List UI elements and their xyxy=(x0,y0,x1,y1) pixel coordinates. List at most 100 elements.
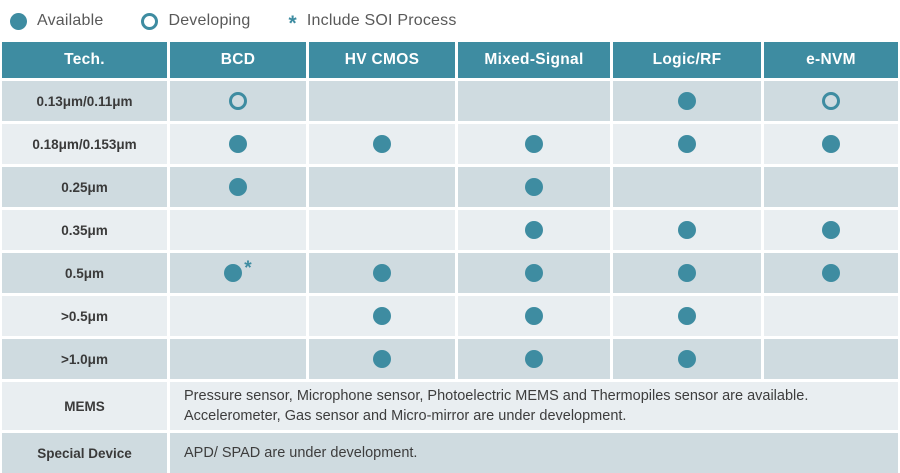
status-cell xyxy=(613,210,761,250)
status-cell xyxy=(309,81,455,121)
status-developing xyxy=(229,92,247,110)
status-cell xyxy=(764,210,898,250)
status-available xyxy=(373,264,391,282)
status-cell xyxy=(309,167,455,207)
status-cell xyxy=(309,124,455,164)
status-cell xyxy=(309,210,455,250)
status-available xyxy=(678,307,696,325)
status-cell xyxy=(764,167,898,207)
status-cell xyxy=(613,167,761,207)
available-dot-icon xyxy=(822,135,840,153)
column-header-4: Logic/RF xyxy=(613,42,761,78)
status-cell xyxy=(309,253,455,293)
status-cell xyxy=(764,124,898,164)
row-label: 0.5μm xyxy=(2,253,167,293)
column-header-1: BCD xyxy=(170,42,306,78)
status-cell xyxy=(170,339,306,379)
status-cell xyxy=(613,81,761,121)
available-dot-icon xyxy=(10,12,27,30)
status-available xyxy=(525,307,543,325)
legend-item-developing: Developing xyxy=(141,12,250,30)
column-header-2: HV CMOS xyxy=(309,42,455,78)
status-available xyxy=(373,350,391,368)
row-label: MEMS xyxy=(2,382,167,430)
available-dot-icon xyxy=(525,178,543,196)
available-dot-icon xyxy=(229,135,247,153)
column-header-5: e-NVM xyxy=(764,42,898,78)
available-dot-icon xyxy=(678,135,696,153)
status-developing xyxy=(822,92,840,110)
available-dot-icon xyxy=(822,221,840,239)
status-cell: * xyxy=(170,253,306,293)
row-label: 0.35μm xyxy=(2,210,167,250)
row-label: >0.5μm xyxy=(2,296,167,336)
status-available xyxy=(229,135,247,153)
status-cell xyxy=(613,124,761,164)
description-line: Pressure sensor, Microphone sensor, Phot… xyxy=(184,388,809,404)
status-cell xyxy=(458,253,610,293)
description-line: APD/ SPAD are under development. xyxy=(184,445,418,461)
available-dot-icon xyxy=(229,178,247,196)
available-dot-icon xyxy=(525,350,543,368)
available-dot-icon xyxy=(678,221,696,239)
row-label: 0.13μm/0.11μm xyxy=(2,81,167,121)
status-cell xyxy=(170,124,306,164)
status-cell xyxy=(764,253,898,293)
status-available xyxy=(525,178,543,196)
row-label: 0.18μm/0.153μm xyxy=(2,124,167,164)
status-available xyxy=(229,178,247,196)
status-cell xyxy=(458,124,610,164)
column-header-0: Tech. xyxy=(2,42,167,78)
status-cell xyxy=(764,339,898,379)
status-cell xyxy=(764,81,898,121)
status-cell xyxy=(170,210,306,250)
available-dot-icon xyxy=(373,264,391,282)
legend-available-label: Available xyxy=(37,12,104,29)
description-cell: Pressure sensor, Microphone sensor, Phot… xyxy=(170,382,898,430)
column-header-3: Mixed-Signal xyxy=(458,42,610,78)
status-cell xyxy=(309,296,455,336)
process-table: Tech. BCD HV CMOS Mixed-Signal Logic/RF e-NVM… xyxy=(2,42,898,473)
status-cell xyxy=(170,167,306,207)
legend-soi-label: Include SOI Process xyxy=(306,12,457,29)
status-available xyxy=(678,135,696,153)
row-label: Special Device xyxy=(2,433,167,473)
developing-dot-icon xyxy=(229,92,247,110)
available-dot-icon xyxy=(678,350,696,368)
status-cell xyxy=(309,339,455,379)
row-label: 0.25μm xyxy=(2,167,167,207)
status-cell xyxy=(170,296,306,336)
description-line: Accelerometer, Gas sensor and Micro-mirr… xyxy=(184,408,627,424)
available-dot-icon xyxy=(678,264,696,282)
available-dot-icon xyxy=(678,92,696,110)
available-dot-icon xyxy=(822,264,840,282)
legend-item-available: Available xyxy=(10,12,103,30)
status-cell xyxy=(764,296,898,336)
status-available xyxy=(678,92,696,110)
soi-asterisk-icon: * xyxy=(288,12,297,35)
status-available xyxy=(822,264,840,282)
status-cell xyxy=(458,81,610,121)
status-cell xyxy=(458,167,610,207)
available-dot-icon xyxy=(373,135,391,153)
legend-developing-label: Developing xyxy=(168,12,251,29)
status-cell xyxy=(458,296,610,336)
developing-dot-icon xyxy=(822,92,840,110)
available-dot-icon xyxy=(678,307,696,325)
available-dot-icon xyxy=(525,307,543,325)
status-available xyxy=(525,135,543,153)
available-dot-icon xyxy=(525,135,543,153)
status-cell xyxy=(170,81,306,121)
status-available xyxy=(678,350,696,368)
legend-item-soi: * Include SOI Process xyxy=(288,12,457,35)
status-available xyxy=(525,221,543,239)
status-cell xyxy=(613,339,761,379)
status-available xyxy=(678,221,696,239)
status-cell xyxy=(458,210,610,250)
available-dot-icon xyxy=(525,221,543,239)
status-available xyxy=(678,264,696,282)
status-available xyxy=(373,307,391,325)
status-available xyxy=(373,135,391,153)
soi-asterisk-icon: * xyxy=(244,258,252,279)
